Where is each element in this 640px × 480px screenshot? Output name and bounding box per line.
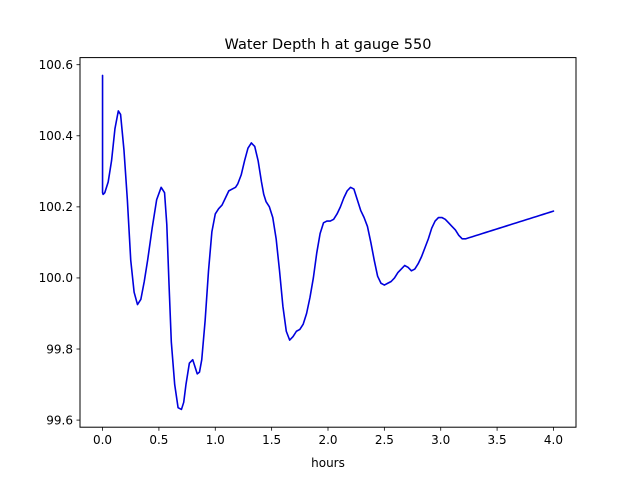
plot-area-frame bbox=[79, 57, 577, 428]
x-tick-label: 1.5 bbox=[262, 433, 281, 447]
x-tick-label: 2.0 bbox=[318, 433, 337, 447]
y-tick-label: 100.4 bbox=[39, 129, 73, 143]
x-tick-label: 3.5 bbox=[488, 433, 507, 447]
y-tick-label: 99.8 bbox=[46, 342, 73, 356]
y-axis: 99.6 99.8 100.0 100.2 100.4 100.6 bbox=[39, 58, 80, 427]
x-tick-label: 0.5 bbox=[149, 433, 168, 447]
x-axis: 0.0 0.5 1.0 1.5 2.0 2.5 3.0 3.5 4.0 bbox=[93, 427, 563, 447]
series-layer bbox=[101, 74, 555, 411]
y-tick-label: 100.0 bbox=[39, 271, 73, 285]
y-tick-label: 100.6 bbox=[39, 58, 73, 72]
y-tick-label: 99.6 bbox=[46, 413, 73, 427]
x-tick-label: 0.0 bbox=[93, 433, 112, 447]
x-tick-label: 4.0 bbox=[544, 433, 563, 447]
x-tick-label: 1.0 bbox=[206, 433, 225, 447]
chart-title: Water Depth h at gauge 550 bbox=[225, 37, 432, 53]
x-tick-label: 3.0 bbox=[431, 433, 450, 447]
y-tick-label: 100.2 bbox=[39, 200, 73, 214]
x-axis-label: hours bbox=[311, 456, 345, 470]
series-line bbox=[101, 74, 555, 411]
x-tick-label: 2.5 bbox=[375, 433, 394, 447]
